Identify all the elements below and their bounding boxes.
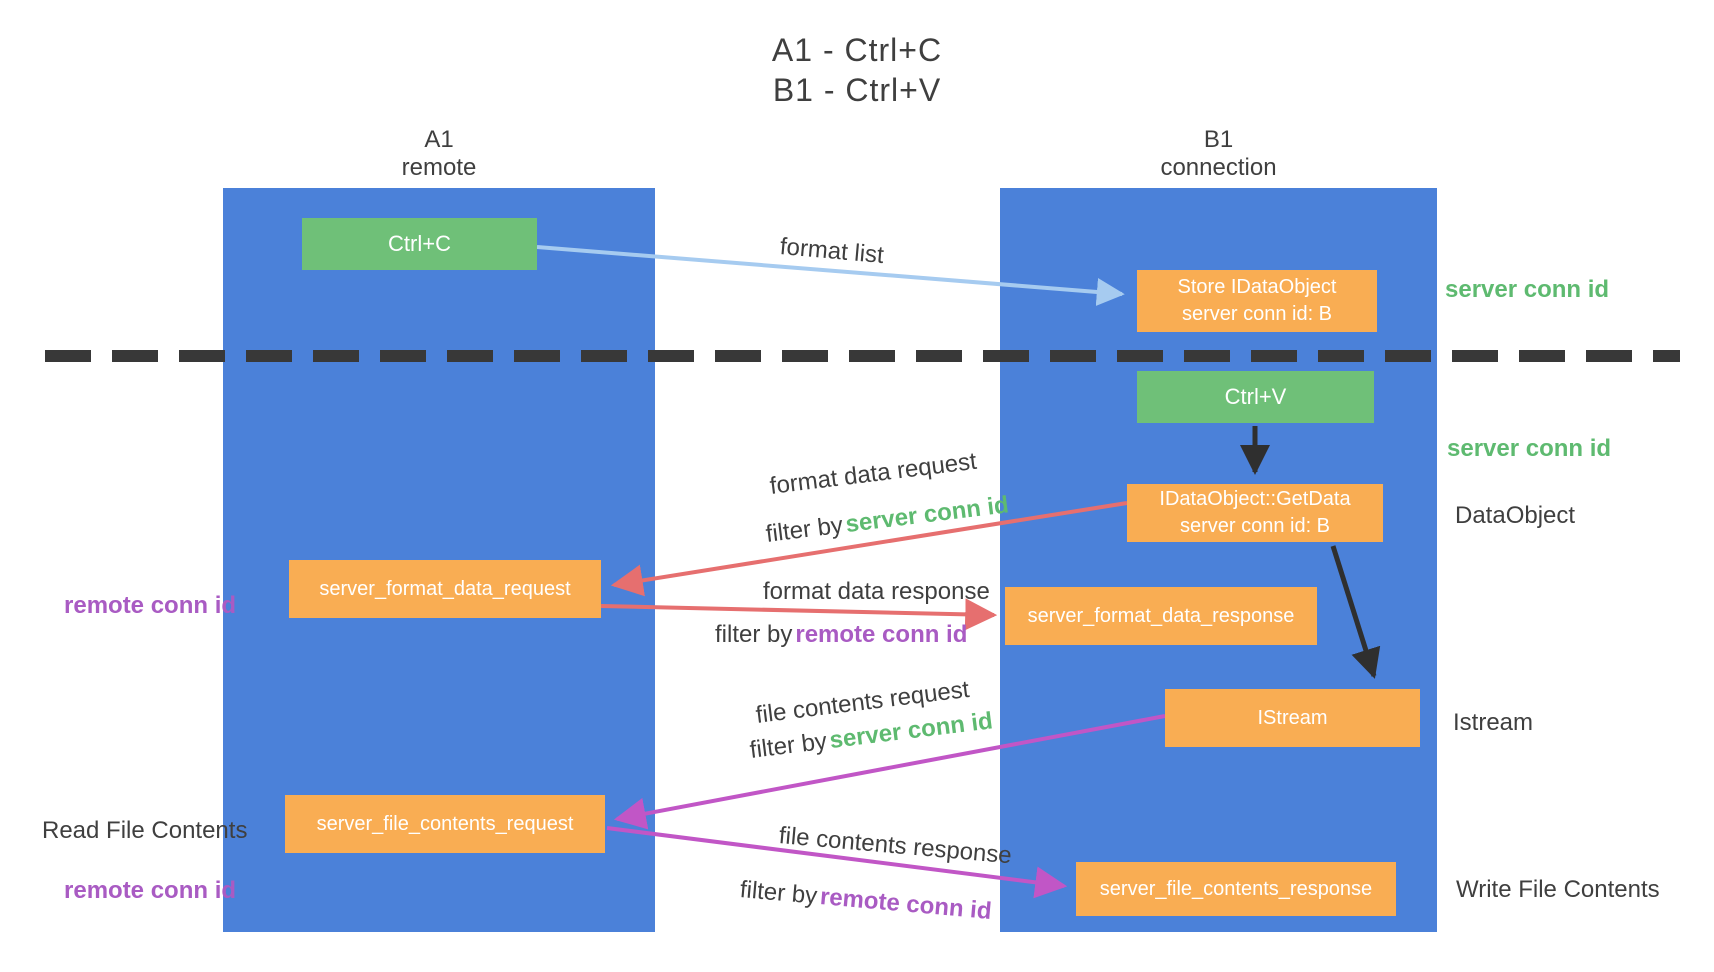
node-ctrl-c: Ctrl+C [302, 218, 537, 270]
filter-by-text: filter by [748, 727, 829, 764]
diagram-title: A1 - Ctrl+C B1 - Ctrl+V [0, 30, 1714, 110]
remote-conn-id-text: remote conn id [795, 621, 968, 648]
lane-header-b1: B1 connection [1000, 126, 1437, 182]
remote-conn-id-text: remote conn id [818, 883, 993, 925]
margin-write-file-contents: Write File Contents [1456, 876, 1660, 903]
node-ctrl-v-label: Ctrl+V [1224, 384, 1287, 409]
title-line-a1: A1 - Ctrl+C [771, 32, 943, 68]
label-file-contents-response: file contents response [777, 822, 1013, 870]
margin-read-file-contents: Read File Contents [42, 817, 248, 844]
lane-b1-name: B1 [1203, 126, 1234, 153]
margin-dataobject: DataObject [1455, 502, 1576, 529]
label-format-data-response: format data response [763, 578, 990, 605]
label-format-data-response-filter: filter by remote conn id [715, 621, 967, 649]
node-server-format-data-response-label: server_format_data_response [1027, 604, 1295, 627]
node-server-format-data-request: server_format_data_request [289, 560, 601, 618]
filter-by-text: filter by [738, 876, 819, 910]
label-format-list: format list [778, 233, 885, 270]
margin-istream: Istream [1453, 709, 1534, 736]
margin-remote-conn-id-format: remote conn id [64, 592, 237, 619]
server-conn-id-text: server conn id [844, 491, 1011, 539]
node-store-idataobject-line2: server conn id: B [1181, 303, 1333, 325]
label-file-contents-response-filter: filter byremote conn id [739, 876, 993, 926]
lane-b1-subtitle: connection [1160, 154, 1277, 181]
lane-header-a1: A1 remote [223, 126, 655, 182]
node-store-idataobject: Store IDataObject server conn id: B [1137, 270, 1377, 332]
node-store-idataobject-line1: Store IDataObject [1177, 276, 1337, 298]
margin-server-conn-id-store: server conn id [1445, 276, 1610, 303]
node-server-file-contents-response-label: server_file_contents_response [1099, 877, 1373, 900]
node-idataobject-getdata: IDataObject::GetData server conn id: B [1127, 484, 1383, 542]
label-format-data-request-filter: filter byserver conn id [764, 491, 1010, 549]
margin-remote-conn-id-file: remote conn id [64, 877, 237, 904]
node-istream-label: IStream [1257, 706, 1328, 729]
lane-a1-subtitle: remote [401, 154, 477, 181]
node-ctrl-c-label: Ctrl+C [388, 231, 451, 256]
label-format-data-request: format data request [768, 447, 979, 500]
filter-by-text: filter by [715, 621, 793, 648]
node-server-file-contents-response: server_file_contents_response [1076, 862, 1396, 916]
format-data-response-arrow [600, 598, 998, 631]
title-line-b1: B1 - Ctrl+V [772, 72, 942, 108]
node-server-format-data-request-label: server_format_data_request [319, 577, 571, 600]
node-istream: IStream [1165, 689, 1420, 747]
node-getdata-line1: IDataObject::GetData [1159, 488, 1351, 510]
node-server-format-data-response: server_format_data_response [1005, 587, 1317, 645]
lane-a1-name: A1 [424, 126, 454, 153]
filter-by-text: filter by [764, 511, 845, 548]
node-getdata-line2: server conn id: B [1179, 515, 1331, 537]
node-ctrl-v: Ctrl+V [1137, 371, 1374, 423]
node-server-file-contents-request: server_file_contents_request [285, 795, 605, 853]
node-server-file-contents-request-label: server_file_contents_request [316, 812, 574, 835]
margin-server-conn-id-dataobject: server conn id [1447, 435, 1612, 462]
